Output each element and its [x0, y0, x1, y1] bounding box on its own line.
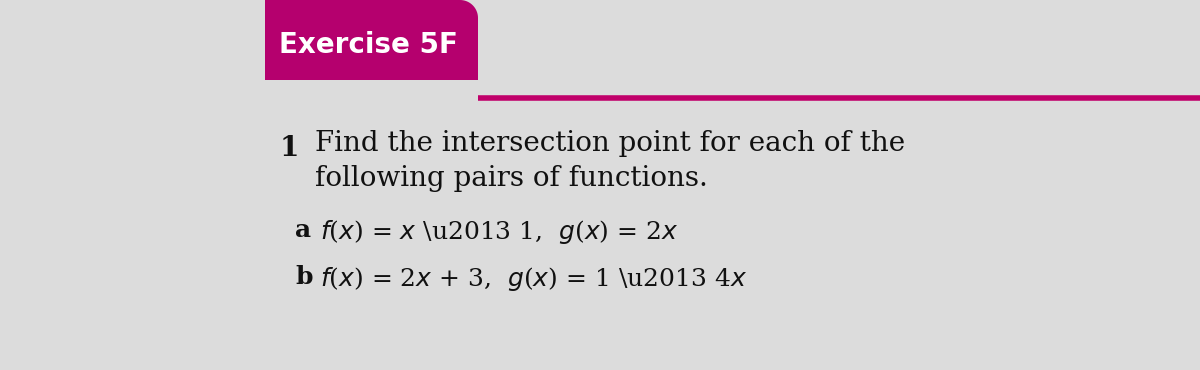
- Text: $\it{f}$($\it{x}$) = $\it{x}$ \u2013 1,  $\it{g}$($\it{x}$) = 2$\it{x}$: $\it{f}$($\it{x}$) = $\it{x}$ \u2013 1, …: [320, 218, 678, 246]
- Text: b: b: [295, 265, 312, 289]
- Polygon shape: [265, 0, 478, 80]
- Text: Find the intersection point for each of the: Find the intersection point for each of …: [314, 130, 905, 157]
- Text: a: a: [295, 218, 311, 242]
- Text: $\it{f}$($\it{x}$) = 2$\it{x}$ + 3,  $\it{g}$($\it{x}$) = 1 \u2013 4$\it{x}$: $\it{f}$($\it{x}$) = 2$\it{x}$ + 3, $\it…: [320, 265, 748, 293]
- Text: Exercise 5F: Exercise 5F: [278, 31, 458, 59]
- Text: 1: 1: [280, 135, 299, 162]
- Text: following pairs of functions.: following pairs of functions.: [314, 165, 708, 192]
